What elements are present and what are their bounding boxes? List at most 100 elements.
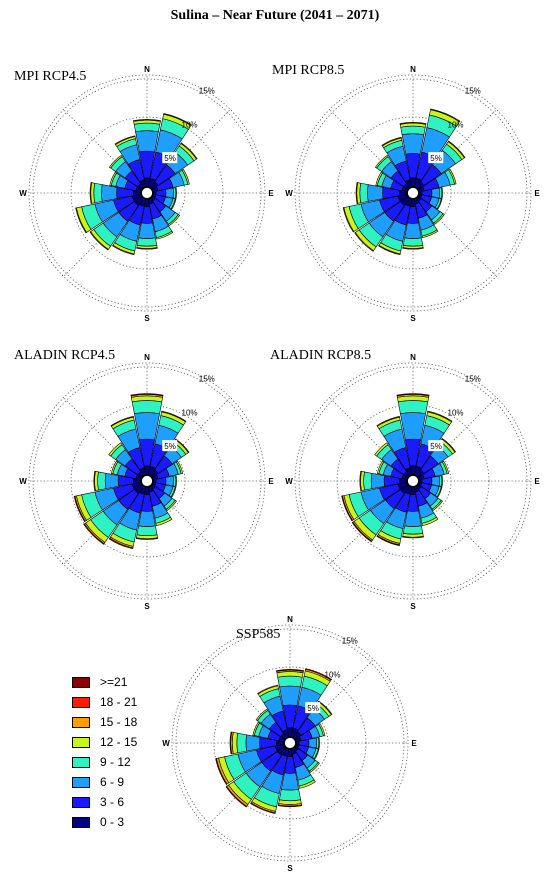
- legend-swatch: [72, 736, 90, 748]
- petal-segment: [447, 140, 466, 159]
- petal-segment: [355, 182, 359, 204]
- petal-segment: [75, 207, 87, 234]
- petal-segment: [93, 470, 96, 492]
- petal-segment: [404, 510, 422, 527]
- petal-segment: [396, 393, 430, 397]
- petal-segment: [165, 475, 174, 487]
- ring-label: 15%: [465, 374, 481, 383]
- ring-label-box: [428, 440, 444, 452]
- petal-segment: [441, 475, 443, 487]
- legend-swatch: [72, 776, 90, 788]
- petal-segment: [89, 231, 109, 251]
- ring-label: 5%: [164, 154, 176, 163]
- petal-segment: [175, 187, 177, 199]
- grid-spoke: [146, 397, 231, 482]
- panel-title: ALADIN RCP8.5: [270, 348, 371, 363]
- calm-center: [283, 736, 297, 750]
- petal-segment: [363, 471, 373, 491]
- petal-segment: [170, 486, 177, 498]
- direction-label: N: [144, 65, 150, 74]
- petal-segment: [401, 133, 425, 155]
- petal-segment: [376, 460, 385, 475]
- petal-segment: [359, 470, 362, 492]
- direction-label: N: [287, 615, 293, 624]
- ring-label: 5%: [430, 442, 442, 451]
- grid-ring-3: [298, 78, 528, 308]
- petal-segment: [378, 244, 401, 256]
- petal-segment: [427, 410, 453, 423]
- direction-label: W: [285, 189, 293, 198]
- direction-label: W: [19, 477, 27, 486]
- petal-segment: [236, 732, 248, 754]
- petal-segment: [436, 198, 443, 210]
- petal-segment: [109, 171, 117, 186]
- petal-segment: [441, 437, 457, 453]
- ring-label: 15%: [199, 374, 215, 383]
- grid-spoke: [289, 742, 374, 827]
- grid-spoke: [289, 659, 374, 744]
- petal-segment: [308, 761, 320, 773]
- direction-label: W: [162, 739, 170, 748]
- grid-spoke: [146, 192, 231, 277]
- petal-segment: [135, 537, 159, 540]
- legend-swatch: [72, 796, 90, 808]
- grid-spoke: [63, 109, 148, 194]
- legend-item: 6 - 9: [72, 772, 137, 792]
- direction-label: E: [534, 189, 540, 198]
- legend-item: 9 - 12: [72, 752, 137, 772]
- petal-segment: [313, 748, 320, 760]
- wind-rose-3: N E S W 5% 10% 15% ALADIN RCP4.5: [14, 348, 274, 611]
- grid-spoke: [146, 480, 231, 565]
- direction-label: S: [410, 314, 416, 323]
- petal-segment: [250, 802, 276, 815]
- figure-title: Sulina – Near Future (2041 – 2071): [170, 8, 380, 23]
- petal-segment: [308, 737, 317, 749]
- grid-spoke: [412, 480, 497, 565]
- ring-label: 10%: [182, 408, 198, 417]
- petal-segment: [215, 758, 228, 785]
- petal-segment: [168, 214, 181, 227]
- legend-swatch: [72, 816, 90, 828]
- petal-segment: [101, 184, 118, 202]
- legend-item: 15 - 18: [72, 712, 137, 732]
- legend-item: 18 - 21: [72, 692, 137, 712]
- ring-label: 5%: [307, 704, 319, 713]
- petal-segment: [279, 685, 301, 706]
- petal-segment: [257, 684, 279, 695]
- petal-segment: [136, 237, 158, 247]
- petal-segment: [436, 486, 443, 498]
- grid-ring-3: [32, 366, 262, 596]
- petal-segment: [155, 516, 173, 526]
- panel-title: MPI RCP4.5: [14, 69, 86, 84]
- petal-segment: [402, 247, 424, 250]
- grid-ring-outer: [171, 624, 409, 862]
- petal-segment: [402, 535, 424, 539]
- petal-segment: [431, 187, 440, 199]
- petal-segment: [277, 675, 303, 688]
- petal-segment: [163, 113, 192, 126]
- grid-spoke: [329, 109, 414, 194]
- direction-label: N: [410, 65, 416, 74]
- grid-ring-outer: [28, 74, 266, 312]
- petal-segment: [431, 499, 443, 511]
- panel-title: MPI RCP8.5: [272, 63, 344, 78]
- direction-label: E: [534, 477, 540, 486]
- petal-segment: [318, 723, 326, 737]
- direction-label: N: [144, 353, 150, 362]
- grid-ring-3: [32, 78, 262, 308]
- petal-segment: [175, 475, 177, 487]
- direction-label: E: [411, 739, 417, 748]
- legend-label: 6 - 9: [100, 775, 125, 789]
- ring-label: 10%: [325, 670, 341, 679]
- ring-label: 5%: [164, 442, 176, 451]
- petal-segment: [370, 472, 385, 490]
- petal-segment: [138, 510, 156, 527]
- grid-ring-outer: [294, 362, 532, 600]
- direction-label: E: [268, 477, 274, 486]
- petal-segment: [180, 142, 198, 160]
- panel-title: SSP585: [236, 627, 280, 642]
- ring-label-box: [305, 702, 321, 714]
- legend-label: 0 - 3: [100, 815, 125, 829]
- petal-segment: [376, 535, 400, 547]
